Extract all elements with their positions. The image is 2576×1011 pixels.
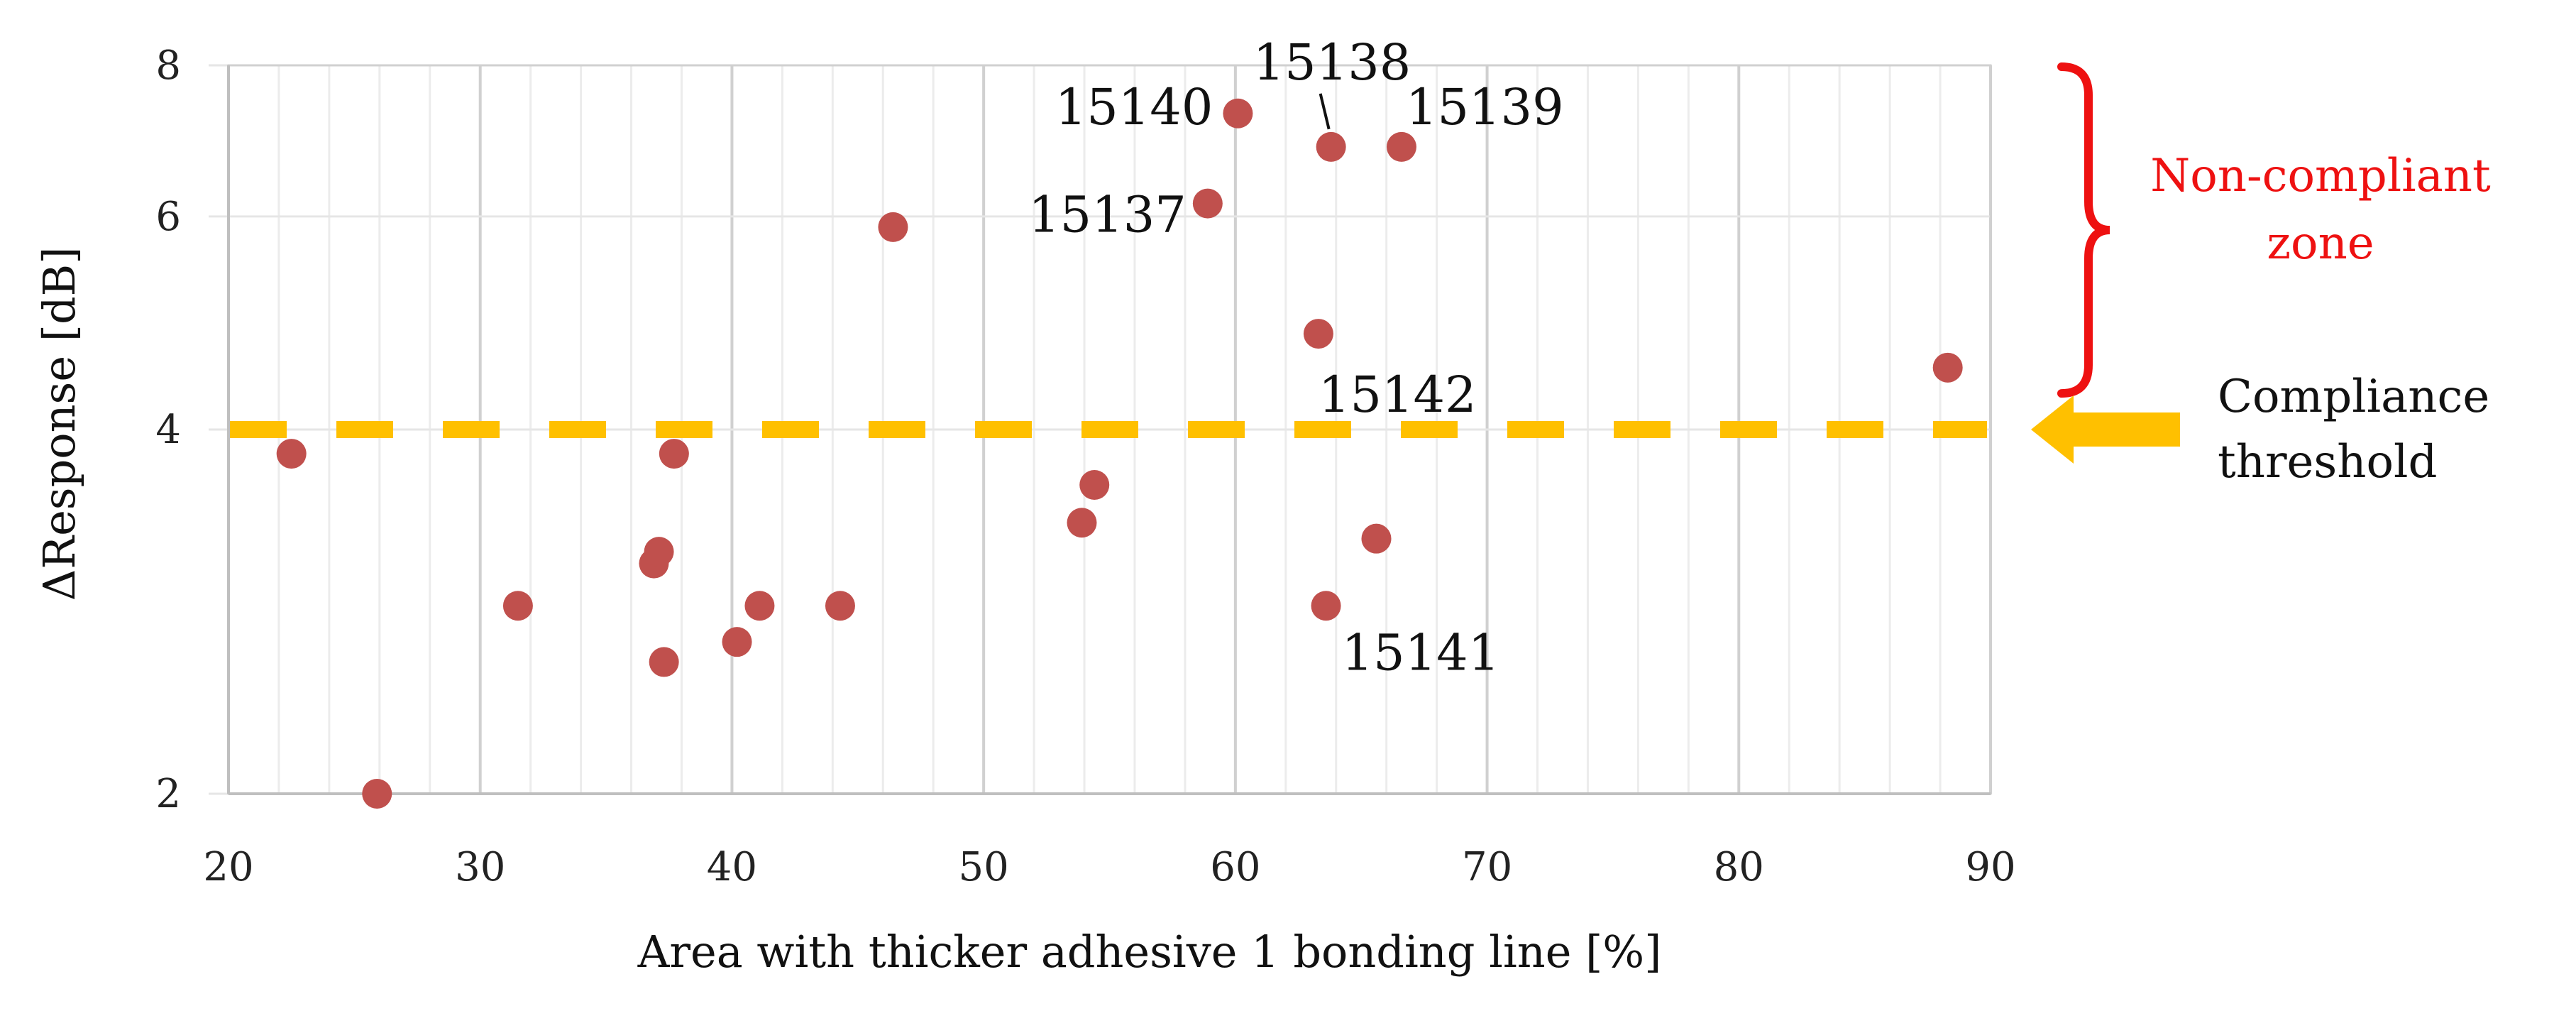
point-label: 15142	[1319, 366, 1477, 424]
side-annotations: Non-compliant zone Compliance threshold	[2031, 62, 2491, 488]
data-point	[659, 439, 689, 469]
data-point	[722, 627, 752, 657]
point-label: 15139	[1406, 78, 1564, 136]
threshold-label-line2: threshold	[2218, 436, 2437, 488]
data-point	[744, 591, 775, 621]
x-tick-label: 50	[959, 844, 1009, 890]
axes: 20 30 40 50 60 70 80 90 2 4 6 8	[155, 43, 2015, 890]
data-point	[825, 591, 855, 621]
leader-line	[1319, 93, 1331, 130]
data-point	[1192, 188, 1223, 219]
data-point	[644, 537, 674, 567]
x-axis-label: Area with thicker adhesive 1 bonding lin…	[637, 926, 1662, 978]
y-axis-label: ΔResponse [dB]	[33, 247, 85, 601]
point-label: 15138	[1253, 33, 1411, 92]
zone-label-line1: Non-compliant	[2150, 150, 2491, 202]
x-tick-label: 80	[1714, 844, 1764, 890]
data-point	[1316, 131, 1346, 162]
data-point	[1386, 131, 1416, 162]
point-label: 15141	[1342, 623, 1500, 682]
data-point	[1311, 591, 1341, 621]
threshold-arrow	[2031, 395, 2180, 464]
data-point	[1067, 508, 1097, 538]
data-point	[502, 591, 533, 621]
threshold-label-line1: Compliance	[2218, 371, 2489, 423]
x-tick-label: 30	[455, 844, 505, 890]
data-point	[1223, 98, 1253, 129]
data-point	[1079, 469, 1110, 500]
x-tick-label: 70	[1462, 844, 1512, 890]
data-point	[276, 439, 307, 469]
point-label: 15137	[1028, 186, 1187, 244]
x-tick-label: 40	[707, 844, 757, 890]
point-label: 15140	[1055, 78, 1213, 136]
y-tick-label: 6	[155, 194, 181, 240]
zone-bracket	[2057, 62, 2110, 398]
y-tick-label: 4	[155, 407, 181, 453]
y-tick-label: 8	[155, 43, 181, 89]
data-point	[1932, 352, 1963, 383]
x-tick-label: 20	[203, 844, 253, 890]
data-points	[276, 98, 1963, 809]
data-point	[649, 647, 679, 677]
y-tick-label: 2	[155, 771, 181, 817]
data-point	[362, 779, 392, 809]
x-tick-label: 60	[1210, 844, 1260, 890]
zone-label-line2: zone	[2267, 217, 2374, 270]
data-point	[1303, 319, 1333, 349]
x-tick-label: 90	[1965, 844, 2015, 890]
data-point	[1361, 523, 1392, 554]
data-point	[878, 212, 908, 242]
